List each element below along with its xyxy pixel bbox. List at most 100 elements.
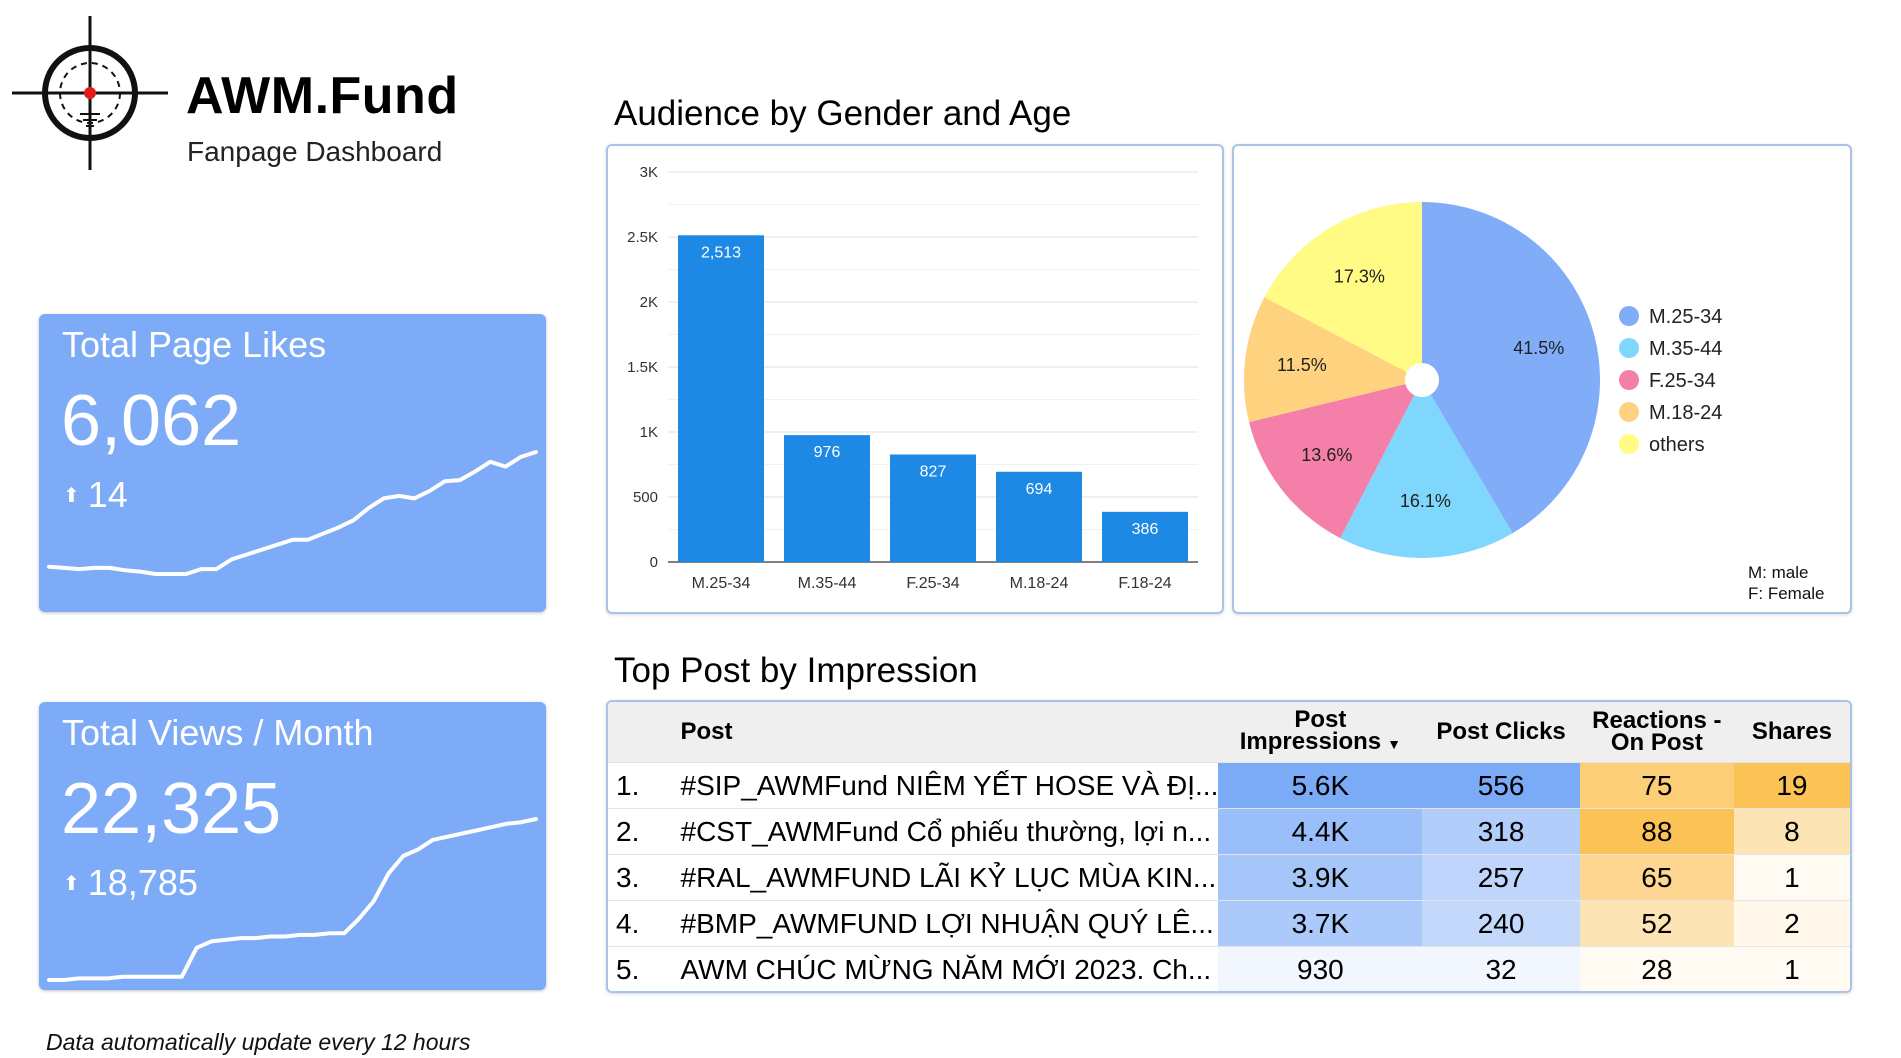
pie-chart[interactable]: 41.5% 16.1% 13.6% 11.5% 17.3% M.25-34 M.35-44 F… [1234, 146, 1850, 612]
impressions-cell: 5.6K [1218, 762, 1423, 809]
clicks-cell: 556 [1422, 762, 1580, 809]
shares-cell: 2 [1733, 900, 1850, 947]
header-impressions-label: Post Impressions [1239, 706, 1382, 755]
y-tick-label: 2K [640, 294, 658, 311]
legend-label[interactable]: others [1649, 434, 1705, 456]
x-tick-label: M.35-44 [798, 575, 857, 592]
audience-section-title: Audience by Gender and Age [614, 94, 1072, 133]
x-tick-label: F.18-24 [1118, 575, 1171, 592]
row-index: 2. [608, 808, 669, 855]
row-index: 1. [608, 762, 669, 809]
x-tick-label: M.25-34 [692, 575, 751, 592]
gender-note-male: M: male [1748, 563, 1809, 582]
kpi-delta: ⬆ 14 [63, 474, 128, 516]
impressions-cell: 3.7K [1218, 900, 1423, 947]
pie-data-label: 41.5% [1513, 338, 1564, 358]
bar-data-label: 386 [1132, 521, 1159, 538]
impressions-cell: 930 [1218, 946, 1423, 991]
bar-chart-panel[interactable]: 0 500 1K 1.5K 2K 2.5K 3K 2,513 M.25-34 976 M.35-44… [606, 144, 1224, 614]
bar-data-label: 827 [920, 463, 947, 480]
top-post-section-title: Top Post by Impression [614, 651, 978, 690]
x-tick-label: F.25-34 [906, 575, 959, 592]
table-header-row: Post Post Impressions ▼ Post Clicks React… [608, 702, 1850, 763]
shares-cell: 1 [1733, 946, 1850, 991]
pie-data-label: 16.1% [1400, 491, 1451, 511]
bar-F.18-24[interactable] [1102, 511, 1188, 562]
legend-label[interactable]: M.18-24 [1649, 402, 1722, 424]
top-post-table: Post Post Impressions ▼ Post Clicks React… [608, 702, 1850, 991]
clicks-cell: 240 [1422, 900, 1580, 947]
header-impressions[interactable]: Post Impressions ▼ [1218, 702, 1423, 763]
shares-cell: 8 [1733, 808, 1850, 855]
legend-label[interactable]: M.25-34 [1649, 306, 1722, 328]
pie-slice-F.25-34[interactable] [1249, 380, 1422, 539]
kpi-delta-value: 14 [87, 474, 128, 515]
pie-chart-panel[interactable]: 41.5% 16.1% 13.6% 11.5% 17.3% M.25-34 M.35-44 F… [1232, 144, 1852, 614]
y-tick-label: 3K [640, 164, 658, 181]
kpi-value: 6,062 [61, 381, 242, 461]
pie-data-label: 17.3% [1334, 266, 1385, 286]
brand-title: AWM.Fund [186, 67, 459, 125]
table-row[interactable]: 1. #SIP_AWMFund NIÊM YẾT HOSE VÀ ĐỊ... 5.6… [608, 762, 1850, 809]
bar-F.25-34[interactable] [890, 454, 976, 562]
gender-note-female: F: Female [1748, 584, 1825, 603]
x-tick-label: M.18-24 [1010, 575, 1069, 592]
clicks-cell: 257 [1422, 854, 1580, 901]
kpi-card-views-month[interactable]: Total Views / Month 22,325 ⬆ 18,785 [39, 702, 546, 990]
sort-desc-icon[interactable]: ▼ [1387, 736, 1402, 752]
pie-data-label: 13.6% [1301, 445, 1352, 465]
kpi-card-page-likes[interactable]: Total Page Likes 6,062 ⬆ 14 [39, 314, 546, 612]
post-title-cell[interactable]: #BMP_AWMFUND LỢI NHUẬN QUÝ LÊ... [668, 900, 1219, 947]
header-post[interactable]: Post [668, 702, 1219, 763]
kpi-delta-value: 18,785 [87, 862, 198, 903]
kpi-title: Total Views / Month [62, 712, 374, 753]
legend-swatch [1619, 434, 1639, 454]
bar-data-label: 2,513 [701, 244, 741, 261]
header-shares[interactable]: Shares [1733, 702, 1850, 763]
y-tick-label: 500 [633, 489, 658, 506]
row-index: 5. [608, 946, 669, 991]
table-row[interactable]: 5. AWM CHÚC MỪNG NĂM MỚI 2023. Ch... 930 32… [608, 946, 1850, 991]
table-row[interactable]: 4. #BMP_AWMFUND LỢI NHUẬN QUÝ LÊ... 3.7K 24… [608, 900, 1850, 947]
legend-swatch [1619, 338, 1639, 358]
legend-swatch [1619, 306, 1639, 326]
arrow-up-icon: ⬆ [63, 872, 80, 895]
crosshair-logo-icon [12, 16, 168, 170]
legend-swatch [1619, 370, 1639, 390]
post-title-cell[interactable]: #CST_AWMFund Cổ phiếu thường, lợi n... [668, 808, 1219, 855]
legend-label[interactable]: M.35-44 [1649, 338, 1722, 360]
y-tick-label: 2.5K [627, 229, 658, 246]
pie-slice-others[interactable] [1264, 202, 1422, 380]
update-footnote: Data automatically update every 12 hours [46, 1029, 471, 1055]
table-row[interactable]: 2. #CST_AWMFund Cổ phiếu thường, lợi n...… [608, 808, 1850, 855]
table-row[interactable]: 3. #RAL_AWMFUND LÃI KỶ LỤC MÙA KIN... 3.9K… [608, 854, 1850, 901]
brand-subtitle: Fanpage Dashboard [187, 136, 443, 167]
kpi-value: 22,325 [61, 769, 282, 849]
pie-slice-M.25-34[interactable] [1422, 202, 1600, 534]
y-tick-label: 0 [650, 554, 658, 571]
legend-label[interactable]: F.25-34 [1649, 370, 1716, 392]
bar-chart[interactable]: 0 500 1K 1.5K 2K 2.5K 3K 2,513 M.25-34 976 M.35-44… [608, 146, 1222, 612]
header-reactions[interactable]: Reactions - On Post [1579, 702, 1734, 763]
post-title-cell[interactable]: AWM CHÚC MỪNG NĂM MỚI 2023. Ch... [668, 946, 1219, 991]
header-clicks[interactable]: Post Clicks [1422, 702, 1580, 763]
pie-slice-M.18-24[interactable] [1243, 297, 1422, 423]
pie-data-label: 11.5% [1277, 355, 1327, 375]
post-title-cell[interactable]: #RAL_AWMFUND LÃI KỶ LỤC MÙA KIN... [668, 854, 1219, 901]
bar-M.35-44[interactable] [784, 435, 870, 562]
reactions-cell: 65 [1579, 854, 1734, 901]
top-post-table-panel[interactable]: Post Post Impressions ▼ Post Clicks React… [606, 700, 1852, 993]
y-tick-label: 1.5K [627, 359, 658, 376]
bar-data-label: 694 [1026, 481, 1053, 498]
legend-swatch [1619, 402, 1639, 422]
bar-M.25-34[interactable] [678, 235, 764, 562]
bar-M.18-24[interactable] [996, 471, 1082, 562]
shares-cell: 1 [1733, 854, 1850, 901]
row-index: 3. [608, 854, 669, 901]
post-title-cell[interactable]: #SIP_AWMFund NIÊM YẾT HOSE VÀ ĐỊ... [668, 762, 1219, 809]
pie-slice-M.35-44[interactable] [1340, 380, 1513, 559]
reactions-cell: 52 [1579, 900, 1734, 947]
y-tick-label: 1K [640, 424, 658, 441]
reactions-cell: 88 [1579, 808, 1734, 855]
gender-note: M: male F: Female [1748, 562, 1825, 604]
